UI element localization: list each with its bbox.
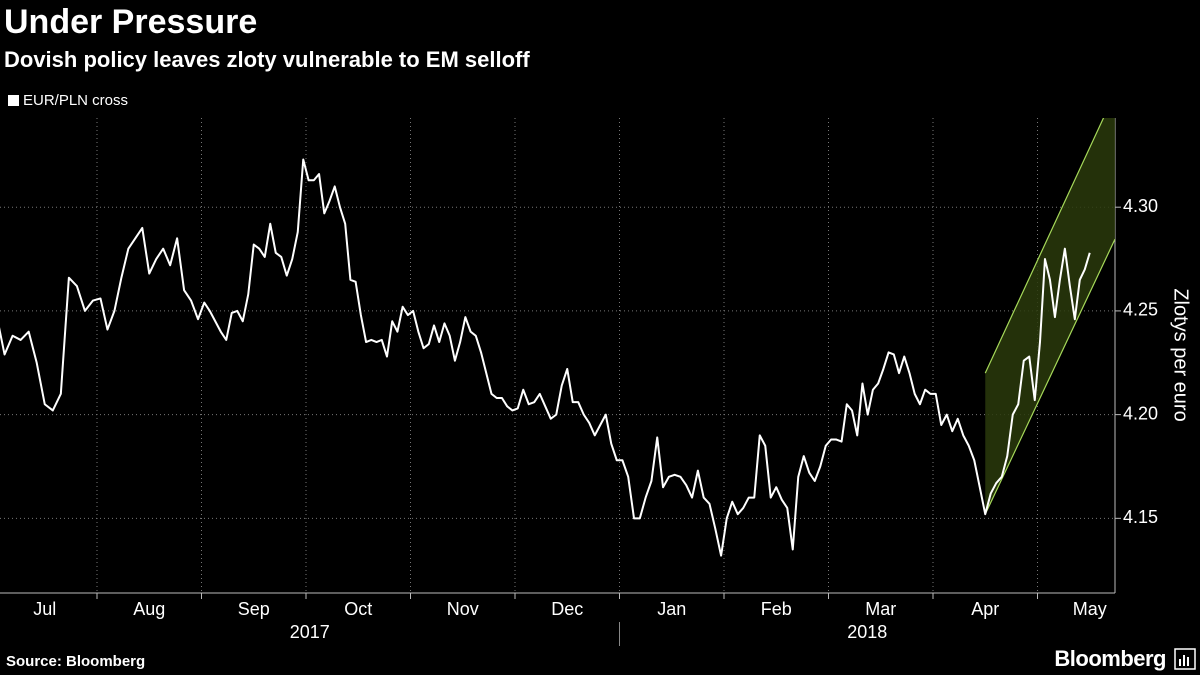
chart-subtitle: Dovish policy leaves zloty vulnerable to… xyxy=(4,47,530,72)
y-tick-label: 4.30 xyxy=(1123,196,1158,216)
x-tick-label: Jan xyxy=(657,599,686,619)
x-tick-label: Sep xyxy=(238,599,270,619)
year-label: 2017 xyxy=(290,622,330,642)
x-tick-label: Aug xyxy=(133,599,165,619)
y-tick-label: 4.25 xyxy=(1123,300,1158,320)
x-tick-label: Feb xyxy=(761,599,792,619)
x-tick-label: Apr xyxy=(971,599,999,619)
channel-lower xyxy=(984,238,1115,515)
brand: Bloomberg xyxy=(1054,646,1166,671)
channel-fill xyxy=(985,118,1115,515)
brand-icon xyxy=(1174,648,1196,670)
source: Source: Bloomberg xyxy=(6,653,145,670)
chart-title: Under Pressure xyxy=(4,3,257,41)
series-line xyxy=(0,158,1091,557)
channel-upper xyxy=(984,118,1105,374)
y-axis-title: Zlotys per euro xyxy=(1170,288,1192,421)
y-tick-label: 4.20 xyxy=(1123,403,1158,423)
legend-swatch xyxy=(8,95,19,106)
plot-area xyxy=(0,118,1115,557)
legend-label: EUR/PLN cross xyxy=(23,92,128,109)
year-label: 2018 xyxy=(847,622,887,642)
x-tick-label: May xyxy=(1073,599,1107,619)
y-tick-label: 4.15 xyxy=(1123,507,1158,527)
x-tick-label: Oct xyxy=(344,599,372,619)
x-tick-label: Mar xyxy=(865,599,896,619)
x-tick-label: Dec xyxy=(551,599,583,619)
x-tick-label: Jul xyxy=(33,599,56,619)
x-tick-label: Nov xyxy=(447,599,479,619)
